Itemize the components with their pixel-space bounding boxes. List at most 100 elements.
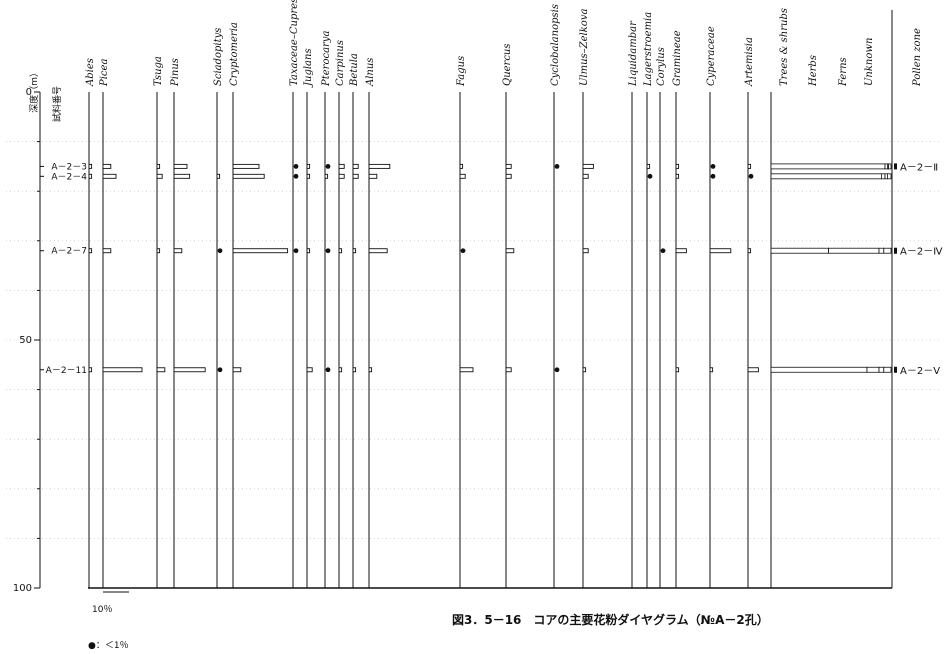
taxon-header: Betula	[349, 53, 360, 87]
taxon-header: Alnus	[365, 58, 376, 87]
pollen-bar	[505, 173, 512, 179]
pollen-bars	[88, 163, 759, 373]
pollen-bar	[306, 163, 311, 169]
taxon-header: Abies	[85, 58, 96, 87]
pollen-bar	[338, 163, 345, 169]
taxon-header: Sciadopitys	[213, 28, 224, 86]
sample-label: A－2－4	[51, 172, 87, 182]
pollen-trace-dot	[554, 164, 560, 169]
pollen-bar	[88, 367, 93, 373]
zone-label: A－2－Ⅱ	[900, 162, 938, 173]
pollen-bar	[338, 173, 345, 179]
taxon-headers: Abies Picea Tsuga Pinus Sciadopitys Cryptomer…	[85, 0, 875, 88]
pollen-bar	[338, 367, 343, 373]
composition-segment	[881, 173, 886, 180]
pollen-bar	[709, 367, 714, 373]
taxon-header: Picea	[99, 59, 110, 87]
taxon-header: Pinus	[170, 58, 181, 87]
depth-tick-label: 0	[26, 87, 32, 98]
composition-segment	[770, 366, 868, 373]
pollen-bar	[232, 367, 242, 373]
sample-number-label: 試料番号	[51, 86, 63, 122]
pollen-bar	[352, 173, 359, 179]
pollen-bar	[352, 248, 357, 254]
pollen-bar	[232, 248, 289, 254]
pollen-bar	[747, 163, 752, 169]
pollen-trace-dot	[293, 173, 299, 179]
composition-segment	[828, 247, 880, 254]
pollen-bar	[709, 248, 732, 254]
composition-segment	[866, 366, 880, 373]
taxon-header: Artemisia	[744, 37, 755, 87]
taxon-header: Gramineae	[672, 30, 683, 86]
taxon-header: Carpinus	[335, 40, 346, 86]
pollen-bar	[747, 248, 752, 254]
pollen-bar	[675, 367, 680, 373]
pollen-bar	[156, 248, 161, 254]
composition-header: Trees & shrubs	[779, 8, 790, 86]
composition-segment	[878, 366, 885, 373]
taxon-header: Cryptomeria	[229, 22, 240, 86]
sample-labels: A－2－3A－2－4 A－2－7 A－2－11	[40, 162, 87, 376]
pollen-bar	[232, 173, 265, 179]
zone-marker	[894, 366, 897, 373]
composition-header: Herbs	[808, 55, 819, 87]
composition-segment	[883, 366, 892, 373]
legend-dot	[89, 642, 95, 648]
pollen-bar	[173, 163, 188, 169]
depth-axis-label: 深度（m）	[28, 68, 40, 113]
pollen-bar	[459, 173, 466, 179]
scale-bar-label: 10％	[92, 604, 112, 615]
depth-grid	[6, 10, 940, 589]
pollen-trace-dot	[325, 367, 331, 373]
pollen-bar	[505, 367, 512, 373]
pollen-bar	[582, 173, 589, 179]
taxon-header: Quercus	[502, 43, 513, 86]
pollen-bar	[88, 248, 93, 254]
pollen-bar	[306, 173, 311, 179]
zone-label: A－2－Ⅳ	[900, 247, 943, 258]
taxon-header: Juglans	[303, 48, 314, 88]
pollen-bar	[459, 367, 474, 373]
pollen-trace-dot	[217, 367, 223, 373]
pollen-trace-dot	[710, 173, 716, 179]
pollen-trace-dot	[293, 248, 299, 254]
pollen-bar	[582, 248, 589, 254]
composition-segment	[878, 247, 885, 254]
taxon-header: Ulmus–Zelkova	[579, 9, 590, 86]
pollen-trace-dot	[710, 164, 716, 169]
pollen-bar	[368, 248, 388, 254]
zone-label: A－2－Ⅴ	[900, 366, 940, 377]
zone-marker	[894, 247, 897, 254]
composition-header: Ferns	[838, 57, 849, 87]
pollen-bar	[156, 367, 166, 373]
pollen-bar	[102, 367, 143, 373]
pollen-bar	[338, 248, 343, 254]
pollen-bar	[88, 173, 93, 179]
taxon-header: Liquidambar	[628, 20, 639, 87]
composition-segment	[770, 247, 829, 254]
taxon-header: Lagerstroemia	[643, 12, 654, 87]
pollen-bar	[368, 367, 373, 373]
pollen-bar	[368, 173, 378, 179]
taxon-header: Corylus	[656, 47, 667, 86]
composition-bars	[770, 163, 892, 373]
pollen-trace-dot	[554, 367, 560, 373]
pollen-bar	[156, 173, 163, 179]
pollen-bar	[173, 173, 191, 179]
pollen-bar	[459, 163, 464, 169]
pollen-trace-dot	[647, 173, 653, 179]
pollen-trace-dot	[748, 173, 754, 179]
taxon-header: Fagus	[456, 56, 467, 87]
pollen-bar	[675, 173, 680, 179]
pollen-bar	[102, 173, 117, 179]
sample-label: A－2－11	[46, 366, 87, 376]
pollen-bar	[505, 248, 515, 254]
legend-dot-note: ●：＜1％	[88, 640, 129, 651]
taxon-header: Pterocarya	[321, 31, 332, 87]
depth-tick-label: 100	[13, 583, 32, 594]
pollen-bar	[173, 248, 183, 254]
composition-segment	[887, 173, 892, 180]
depth-axis: 0 50 100	[13, 87, 41, 594]
composition-segment	[770, 163, 886, 170]
